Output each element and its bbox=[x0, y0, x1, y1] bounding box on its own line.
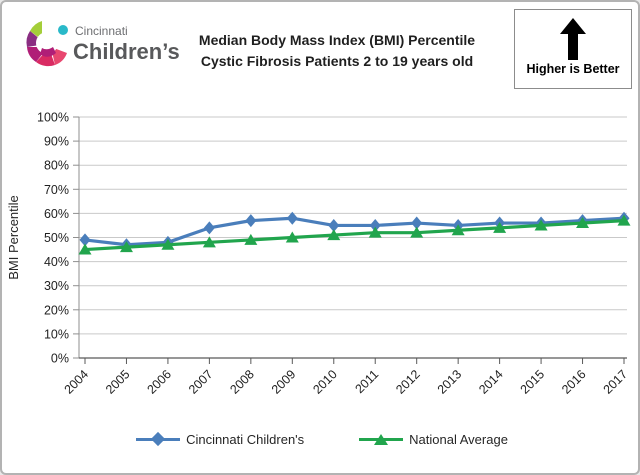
chart-title: Median Body Mass Index (BMI) Percentile … bbox=[152, 30, 522, 72]
data-point-diamond-2008 bbox=[245, 214, 257, 228]
legend-label: Cincinnati Children's bbox=[186, 432, 305, 447]
y-tick-label: 100% bbox=[37, 111, 69, 125]
series-line-diamond bbox=[83, 216, 626, 247]
y-tick-label: 20% bbox=[44, 303, 69, 317]
data-point-diamond-2011 bbox=[369, 218, 381, 232]
series-line-triangle bbox=[83, 219, 626, 252]
data-point-triangle-2004 bbox=[78, 243, 92, 255]
x-tick-label: 2016 bbox=[559, 367, 589, 397]
logo-mark bbox=[26, 21, 68, 67]
legend-item-national-average: National Average bbox=[359, 432, 508, 447]
data-point-diamond-2007 bbox=[203, 221, 215, 235]
bmi-chart-svg: 0% 10% 20% 30% 40% 50% 60% 70% 80% 90% 100% 2004 200… bbox=[6, 111, 631, 397]
data-point-triangle-2005 bbox=[119, 241, 133, 253]
logo-text-line2: Children’s bbox=[73, 39, 180, 64]
y-tick-label: 10% bbox=[44, 327, 69, 341]
x-tick-label: 2010 bbox=[310, 367, 340, 397]
data-point-triangle-2016 bbox=[576, 217, 590, 229]
x-tick-label: 2012 bbox=[393, 367, 423, 397]
x-tick-label: 2008 bbox=[227, 367, 257, 397]
data-point-triangle-2011 bbox=[368, 226, 382, 238]
x-tick-label: 2006 bbox=[144, 367, 174, 397]
y-tick-label: 50% bbox=[44, 231, 69, 245]
y-tick-label: 30% bbox=[44, 279, 69, 293]
higher-is-better-callout: Higher is Better bbox=[514, 9, 632, 89]
logo-text-line1: Cincinnati bbox=[75, 24, 128, 38]
cincinnati-childrens-logo: Cincinnati Children’s bbox=[26, 21, 180, 67]
data-point-triangle-2015 bbox=[534, 219, 548, 231]
data-point-diamond-2004 bbox=[79, 233, 91, 247]
x-tick-label: 2013 bbox=[435, 367, 465, 397]
legend-item-cincinnati-childrens: Cincinnati Children's bbox=[136, 431, 305, 447]
chart-title-line2: Cystic Fibrosis Patients 2 to 19 years o… bbox=[200, 53, 474, 69]
data-point-triangle-2012 bbox=[410, 226, 424, 238]
y-tick-label: 90% bbox=[44, 135, 69, 149]
y-tick-label: 80% bbox=[44, 159, 69, 173]
y-axis-title: BMI Percentile bbox=[6, 195, 21, 280]
y-tick-label: 60% bbox=[44, 207, 69, 221]
data-point-triangle-2010 bbox=[327, 229, 341, 241]
legend-swatch-green bbox=[359, 433, 404, 446]
data-point-triangle-2017 bbox=[617, 214, 631, 226]
legend-marker-diamond-icon bbox=[150, 431, 166, 447]
x-tick-label: 2005 bbox=[103, 367, 133, 397]
x-tick-label: 2014 bbox=[476, 367, 506, 397]
data-point-triangle-2006 bbox=[161, 238, 175, 250]
legend-swatch-blue bbox=[136, 431, 181, 447]
legend-label: National Average bbox=[409, 432, 508, 447]
y-tick-label: 70% bbox=[44, 183, 69, 197]
data-point-diamond-2012 bbox=[411, 216, 423, 230]
data-point-triangle-2009 bbox=[285, 231, 299, 243]
chart-legend: Cincinnati Children's National Average bbox=[2, 431, 638, 447]
chart-title-line1: Median Body Mass Index (BMI) Percentile bbox=[198, 32, 476, 48]
x-tick-label: 2017 bbox=[601, 367, 631, 397]
x-tick-label: 2009 bbox=[269, 367, 299, 397]
x-tick-label: 2011 bbox=[352, 367, 381, 396]
y-tick-label: 40% bbox=[44, 255, 69, 269]
data-point-diamond-2010 bbox=[328, 218, 340, 232]
data-point-triangle-2007 bbox=[202, 236, 216, 248]
data-point-triangle-2013 bbox=[451, 224, 465, 236]
legend-marker-triangle-icon bbox=[374, 434, 389, 445]
x-tick-label: 2004 bbox=[62, 367, 92, 397]
data-point-diamond-2009 bbox=[286, 211, 298, 225]
data-point-triangle-2008 bbox=[244, 233, 258, 245]
up-arrow-icon bbox=[560, 18, 586, 60]
x-tick-label: 2007 bbox=[186, 367, 216, 397]
x-tick-label: 2015 bbox=[518, 367, 548, 397]
y-tick-label: 0% bbox=[51, 352, 69, 366]
data-point-triangle-2014 bbox=[493, 221, 507, 233]
callout-label: Higher is Better bbox=[526, 62, 620, 76]
